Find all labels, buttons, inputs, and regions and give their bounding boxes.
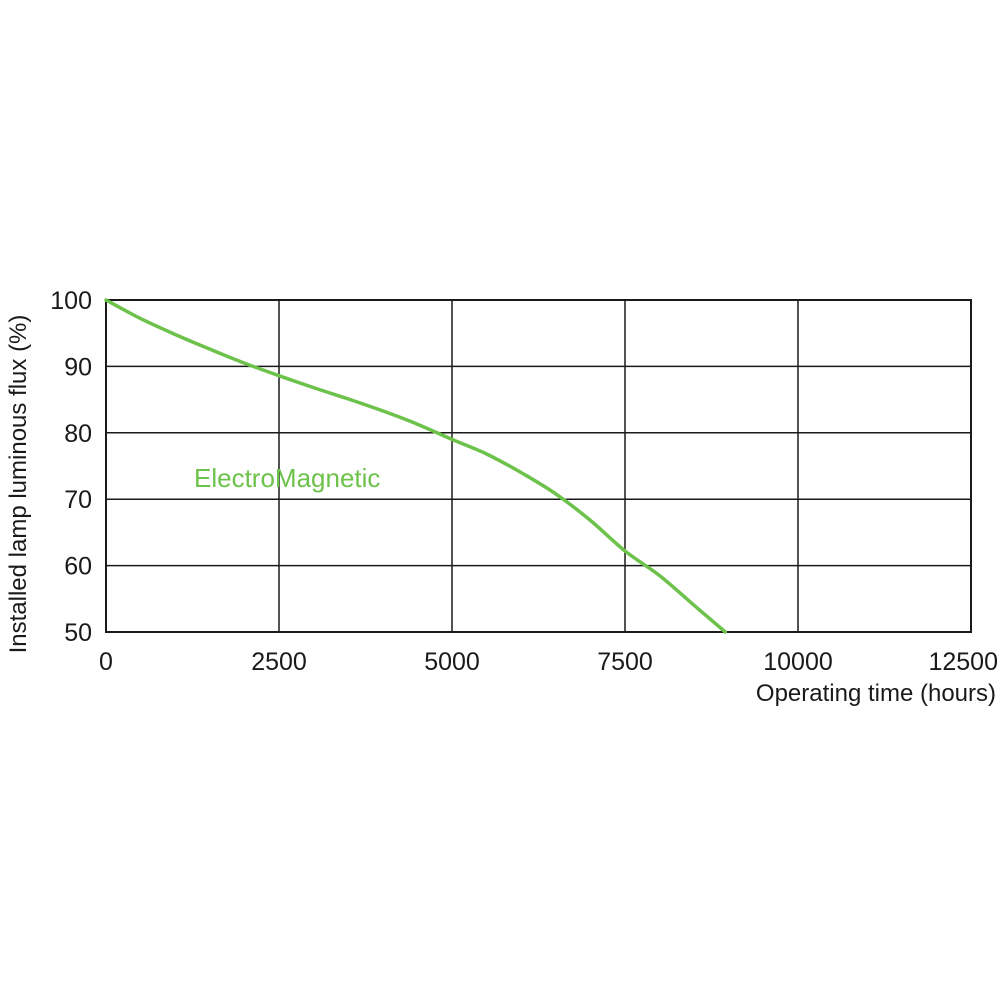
y-tick-label: 90 [64, 353, 92, 381]
plot-frame [105, 299, 972, 633]
series-layer [104, 298, 728, 634]
x-tick-label: 7500 [597, 648, 653, 676]
x-tick-label: 5000 [424, 648, 480, 676]
y-tick-label: 50 [64, 619, 92, 647]
x-tick-label: 12500 [928, 648, 998, 676]
series-label-electromagnetic: ElectroMagnetic [194, 463, 380, 493]
y-tick-label: 80 [64, 420, 92, 448]
y-axis-title: Installed lamp luminous flux (%) [5, 315, 32, 654]
x-tick-label: 10000 [763, 648, 833, 676]
series-line-electromagnetic [104, 298, 728, 634]
x-axis-title: Operating time (hours) [756, 680, 996, 707]
x-tick-label: 0 [99, 648, 113, 676]
x-tick-label: 2500 [251, 648, 307, 676]
y-tick-label: 60 [64, 553, 92, 581]
tick-labels: 0 2500 5000 7500 10000 12500 100 90 80 70 60 50 [50, 287, 998, 676]
y-tick-label: 100 [50, 287, 92, 315]
y-tick-label: 70 [64, 486, 92, 514]
